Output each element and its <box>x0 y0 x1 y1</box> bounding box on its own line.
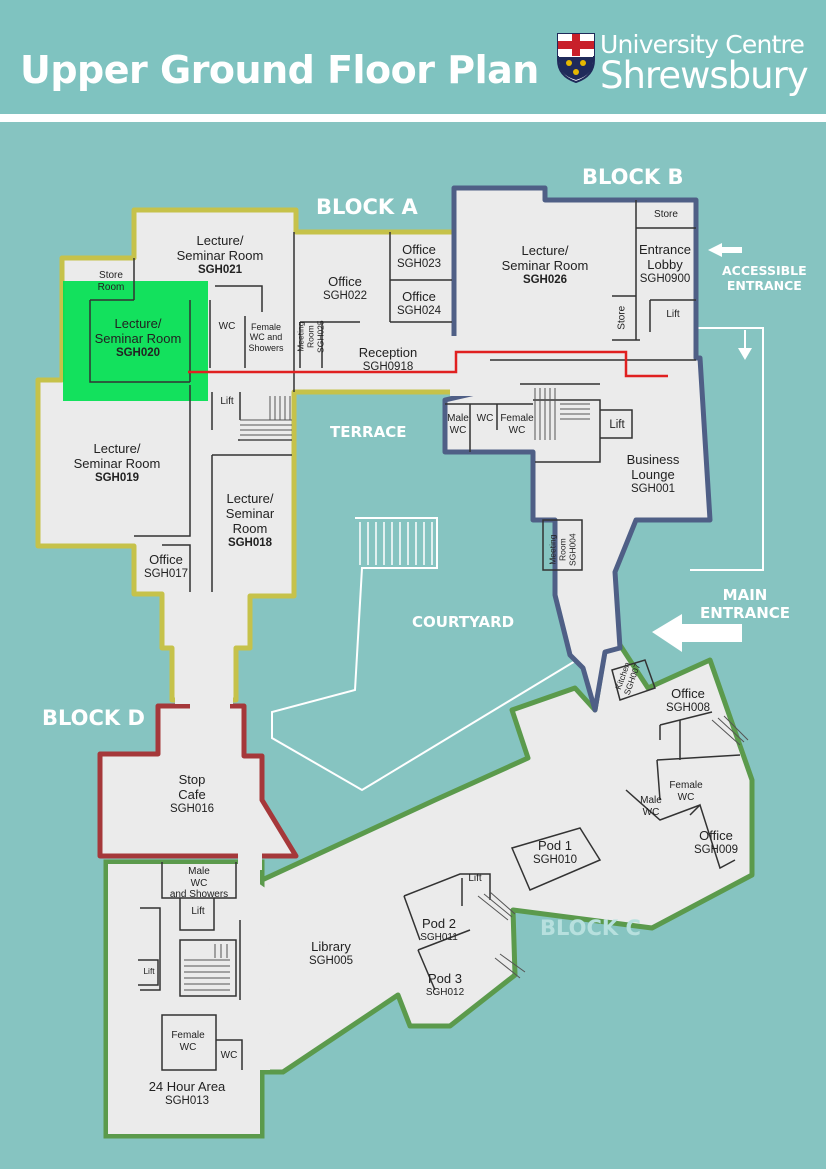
block-b-label: BLOCK B <box>582 165 684 189</box>
room-sgh013[interactable]: 24 Hour Area SGH013 <box>148 1079 226 1107</box>
female-wc-showers-block-a[interactable]: Female WC and Showers <box>248 322 284 353</box>
room-sgh005[interactable]: Library SGH005 <box>308 939 354 967</box>
block-c-label: BLOCK C <box>540 916 641 940</box>
room-sgh0918[interactable]: Reception SGH0918 <box>358 345 418 373</box>
room-sgh008[interactable]: Office SGH008 <box>665 686 711 714</box>
header-divider <box>0 114 826 122</box>
block-d-outline <box>97 703 299 859</box>
store-room-sgh021[interactable]: Store Room <box>97 270 125 293</box>
stairs-block-c <box>477 715 749 979</box>
courtyard-outline <box>271 517 612 792</box>
terrace-label: TERRACE <box>330 423 407 441</box>
lift-block-b-lobby[interactable]: Lift <box>666 309 680 320</box>
university-crest-icon <box>557 33 595 84</box>
block-a-label: BLOCK A <box>316 195 418 219</box>
courtyard-label: COURTYARD <box>412 613 515 631</box>
accessible-entrance-label: ACCESSIBLE ENTRANCE <box>722 263 807 293</box>
room-sgh023[interactable]: Office SGH023 <box>396 242 442 270</box>
header-banner <box>0 0 826 114</box>
lift-small-24h-area[interactable]: Lift <box>143 966 155 976</box>
male-wc-block-c[interactable]: Male WC <box>640 795 662 818</box>
lift-block-a[interactable]: Lift <box>220 396 234 407</box>
room-sgh026[interactable]: Lecture/Seminar Room SGH026 <box>501 243 589 286</box>
lift-block-c[interactable]: Lift <box>468 873 482 884</box>
room-sgh012[interactable]: Pod 3 SGH012 <box>425 971 465 998</box>
room-sgh022[interactable]: Office SGH022 <box>322 274 368 302</box>
room-sgh0900[interactable]: Entrance Lobby SGH0900 <box>638 242 692 285</box>
stairs-block-b <box>534 388 590 440</box>
stairs-block-a <box>240 396 292 441</box>
room-sgh010[interactable]: Pod 1 SGH010 <box>532 838 578 866</box>
room-sgh001[interactable]: Business Lounge SGH001 <box>626 452 680 495</box>
highlight-sgh020 <box>63 281 208 401</box>
room-sgh017[interactable]: Office SGH017 <box>143 552 189 580</box>
logo-line-1: University Centre <box>600 30 805 59</box>
room-sgh009[interactable]: Office SGH009 <box>693 828 739 856</box>
female-wc-24h-area[interactable]: Female WC <box>171 1030 205 1053</box>
room-sgh025[interactable]: Meeting Room SGH025 <box>295 320 325 353</box>
route-line <box>188 350 668 378</box>
accessible-path <box>690 327 764 571</box>
male-wc-block-b[interactable]: Male WC <box>447 413 469 436</box>
wc-24h-area[interactable]: WC <box>220 1050 238 1061</box>
room-sgh024[interactable]: Office SGH024 <box>396 289 442 317</box>
lift-24h-area[interactable]: Lift <box>191 906 205 917</box>
room-sgh018[interactable]: Lecture/Seminar Room SGH018 <box>225 491 275 549</box>
female-wc-block-c[interactable]: Female WC <box>669 780 703 803</box>
room-sgh004[interactable]: Meeting Room SGH004 <box>547 533 577 566</box>
room-sgh019[interactable]: Lecture/Seminar Room SGH019 <box>73 441 161 484</box>
courtyard-steps <box>359 522 433 565</box>
accessible-entrance-arrow-icon <box>708 243 752 360</box>
block-d-label: BLOCK D <box>42 706 145 730</box>
block-b-outline <box>442 185 713 713</box>
lift-block-b[interactable]: Lift <box>609 419 625 431</box>
female-wc-block-b[interactable]: Female WC <box>500 413 534 436</box>
main-entrance-arrow-icon <box>652 614 742 652</box>
room-sgh011[interactable]: Pod 2 SGH011 <box>420 916 458 943</box>
stairs-block-c-west <box>184 944 230 991</box>
room-sgh021[interactable]: Lecture/Seminar Room SGH021 <box>176 233 264 276</box>
block-c-outline <box>259 642 755 1075</box>
wc-block-a[interactable]: WC <box>218 321 236 332</box>
store-side-block-b[interactable]: Store <box>616 305 628 330</box>
room-sgh016[interactable]: Stop Cafe SGH016 <box>169 772 215 815</box>
male-wc-showers-block-c[interactable]: Male WC and Showers <box>169 866 229 900</box>
logo-line-2: Shrewsbury <box>600 54 809 97</box>
page-title: Upper Ground Floor Plan <box>20 48 539 92</box>
store-block-b[interactable]: Store <box>654 209 678 220</box>
main-entrance-label: MAIN ENTRANCE <box>700 586 790 622</box>
room-sgh020[interactable]: Lecture/Seminar Room SGH020 <box>94 316 182 359</box>
wc-block-b[interactable]: WC <box>476 413 494 424</box>
